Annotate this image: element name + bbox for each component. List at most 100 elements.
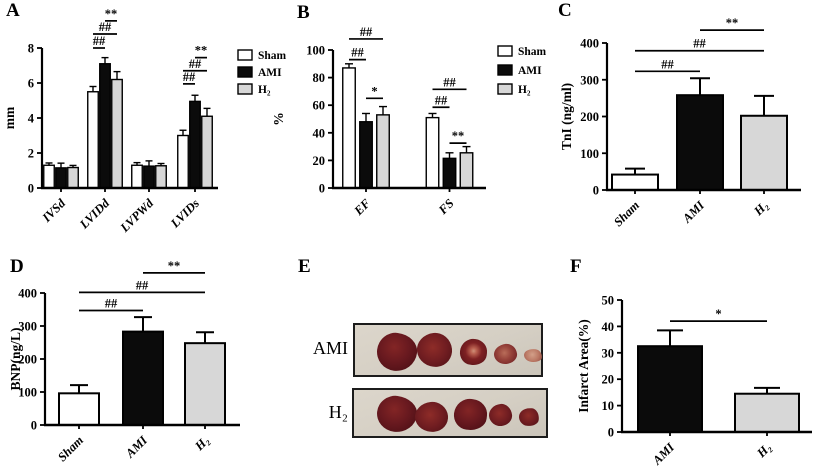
panel-a: A 0 2 4 6 8 mm IVSd LVIDd LVPWd LVIDs ## ## ** ## ## **…: [0, 0, 300, 250]
sig-label: **: [105, 7, 118, 21]
panel-d-label: D: [10, 256, 24, 277]
y-tick-label: 0: [28, 182, 34, 196]
bar: [43, 164, 55, 189]
y-tick-label: 4: [28, 112, 35, 126]
sig-label: ##: [105, 296, 118, 310]
y-tick-label: 2: [28, 147, 34, 161]
panel-f: F 0 10 20 30 40 50 Infarct Area(%) AMI H₂ *: [560, 250, 825, 476]
bar: [99, 63, 111, 189]
sig-label: ##: [93, 34, 106, 48]
panel-c-label: C: [558, 0, 572, 21]
y-tick-label: 300: [18, 320, 37, 334]
x-axis-label: H₂: [751, 198, 772, 219]
panel-b-label: B: [297, 2, 310, 23]
y-axis-title: TnI (ng/ml): [559, 83, 574, 150]
y-tick-label: 100: [580, 147, 599, 161]
heart-slice: [452, 396, 489, 432]
sig-label: **: [452, 129, 465, 143]
bar: [184, 342, 226, 426]
bar: [201, 115, 213, 189]
bar: [155, 165, 167, 189]
legend-label: H₂: [518, 84, 531, 96]
sig-label: **: [168, 259, 181, 273]
bar: [189, 100, 201, 189]
bar: [55, 167, 67, 189]
legend-swatch: [497, 83, 513, 95]
y-tick-label: 20: [602, 373, 615, 387]
bar: [442, 157, 457, 189]
sig-label: **: [195, 44, 208, 58]
legend-swatch: [237, 83, 253, 95]
legend-label: AMI: [258, 67, 282, 79]
heart-photo-frame: [353, 323, 543, 377]
panel-c-chart: 0 100 200 300 400 TnI (ng/ml) Sham AMI H₂ ## ## **: [559, 16, 801, 229]
legend-label: H₂: [258, 84, 271, 96]
y-tick-label: 200: [580, 110, 599, 124]
panel-a-label: A: [6, 0, 20, 21]
bar: [376, 114, 390, 189]
panel-d: D 0 100 200 300 400 BNP(ng/L) Sham AMI H₂ ## ## **: [0, 250, 270, 476]
legend-label: Sham: [518, 46, 547, 58]
legend-swatch: [497, 64, 513, 76]
bar: [637, 345, 703, 433]
x-axis-label: AMI: [649, 439, 678, 468]
x-axis-label: EF: [351, 196, 374, 219]
y-tick-label: 40: [602, 320, 615, 334]
panel-e-label: E: [298, 256, 311, 277]
y-tick-label: 300: [580, 73, 599, 87]
x-axis-label: H₂: [192, 433, 213, 454]
sig-label: ##: [661, 57, 674, 71]
bar: [111, 78, 123, 189]
heart-slice: [415, 331, 454, 369]
y-axis-title: %: [271, 112, 286, 126]
bar: [425, 116, 440, 189]
y-tick-label: 200: [18, 353, 37, 367]
sig-label: ##: [435, 93, 448, 107]
bar: [122, 330, 164, 426]
heart-slice: [523, 347, 543, 363]
legend-label: Sham: [258, 50, 287, 62]
sig-label: *: [715, 307, 721, 321]
y-tick-label: 30: [602, 346, 615, 360]
bar: [143, 165, 155, 189]
x-axis-label: IVSd: [39, 196, 69, 226]
heart-slice: [487, 402, 514, 428]
bar: [177, 134, 189, 189]
sig-label: ##: [443, 75, 456, 89]
sig-label: ##: [183, 70, 196, 84]
y-tick-label: 8: [28, 42, 34, 56]
x-axis-label: FS: [435, 196, 456, 217]
y-tick-label: 0: [31, 419, 37, 433]
legend-swatch: [497, 45, 513, 57]
y-tick-label: 100: [18, 386, 37, 400]
bar: [611, 173, 659, 192]
photo-row-label: H₂: [328, 402, 348, 422]
x-axis-label: LVIDd: [76, 196, 112, 232]
sig-label: *: [371, 84, 377, 98]
y-tick-label: 40: [313, 126, 326, 140]
sig-label: **: [726, 16, 739, 30]
bar: [359, 121, 373, 189]
bar: [459, 152, 474, 189]
heart-slice: [374, 393, 420, 435]
sig-label: ##: [693, 37, 706, 51]
y-tick-label: 0: [593, 184, 599, 198]
x-axis-label: AMI: [679, 197, 708, 226]
y-axis-title: BNP(ng/L): [8, 327, 23, 390]
x-axis-label: Sham: [55, 433, 86, 464]
panel-f-label: F: [570, 256, 582, 277]
bar: [131, 164, 143, 189]
sig-label: ##: [351, 46, 364, 60]
bar: [740, 114, 788, 191]
heart-photo-frame: [352, 388, 548, 438]
legend-swatch: [237, 49, 253, 61]
heart-slice: [458, 337, 489, 367]
x-axis-label: LVPWd: [117, 196, 157, 236]
sig-label: ##: [360, 25, 373, 39]
panel-c: C 0 100 200 300 400 TnI (ng/ml) Sham AMI H₂ ## ## *…: [545, 0, 825, 250]
heart-slice: [493, 342, 518, 366]
panel-b: B 0 20 40 60 80 100% EF FS ## ## * ## ## ** Sham AMI H₂: [270, 0, 565, 250]
y-tick-label: 50: [602, 294, 615, 308]
y-axis-title: Infarct Area(%): [576, 319, 591, 413]
